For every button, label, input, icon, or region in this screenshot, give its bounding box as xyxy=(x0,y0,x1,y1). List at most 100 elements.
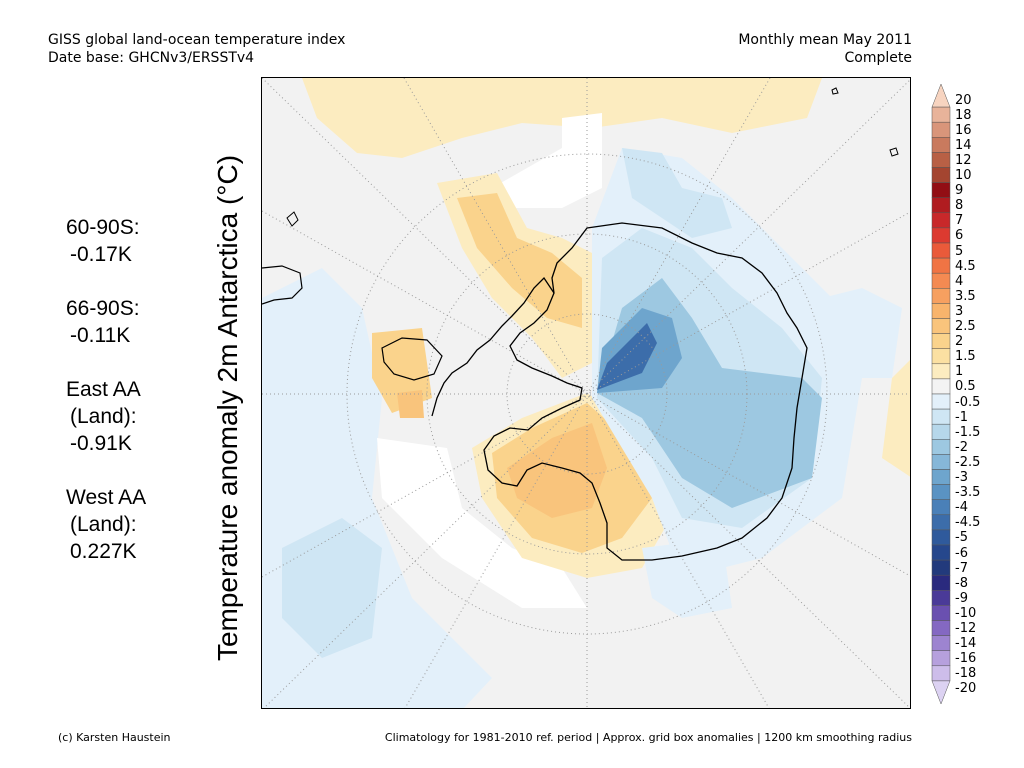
colorbar-swatch xyxy=(931,408,951,425)
anomaly-cool-ne-outer xyxy=(782,288,902,378)
colorbar-label: -14 xyxy=(955,636,977,652)
stat-value: 0.227K xyxy=(70,540,137,563)
y-axis-label: Temperature anomaly 2m Antarctica (°C) xyxy=(212,154,243,662)
polar-map xyxy=(261,77,911,709)
colorbar-label: -18 xyxy=(955,666,977,682)
colorbar-swatch xyxy=(931,544,951,561)
colorbar-swatch xyxy=(931,363,951,380)
colorbar-swatch xyxy=(931,469,951,485)
map-title: GISS global land-ocean temperature index xyxy=(48,32,346,48)
colorbar-label: -12 xyxy=(955,621,977,637)
colorbar-swatch xyxy=(931,182,951,198)
header-right: Monthly mean May 2011 Complete xyxy=(738,31,912,67)
colorbar-label: 2.5 xyxy=(955,319,976,335)
stat-value: -0.91K xyxy=(70,432,132,455)
header-left: GISS global land-ocean temperature index… xyxy=(48,31,345,67)
colorbar-swatch xyxy=(931,242,951,259)
stat-label: East AA xyxy=(66,378,141,401)
colorbar-swatch xyxy=(931,106,951,123)
island-outline xyxy=(831,87,839,95)
colorbar-swatch xyxy=(931,499,951,516)
colorbar-label: -7 xyxy=(955,560,968,576)
colorbar-label: -10 xyxy=(955,605,977,621)
colorbar-swatch xyxy=(931,378,951,395)
map-svg xyxy=(262,78,910,708)
colorbar-label: -16 xyxy=(955,651,977,667)
colorbar-swatch xyxy=(931,333,951,349)
colorbar-label: 0.5 xyxy=(955,379,976,395)
colorbar-swatch xyxy=(931,288,951,304)
anomaly-neutral-north xyxy=(492,113,602,208)
stat-label: 60-90S: xyxy=(66,216,140,239)
colorbar-swatch xyxy=(931,197,951,214)
anomaly-warm-east-edge xyxy=(882,360,910,477)
database-label: Date base: GHCNv3/ERSSTv4 xyxy=(48,50,255,66)
colorbar-swatch xyxy=(931,620,951,636)
stat-66-90s: 66-90S: -0.11K xyxy=(66,295,146,349)
graticule xyxy=(262,78,910,708)
stat-value: -0.11K xyxy=(70,324,131,347)
colorbar-label: -3 xyxy=(955,470,968,486)
colorbar-swatch xyxy=(931,212,951,229)
colorbar-swatch xyxy=(931,529,951,546)
stat-value: -0.17K xyxy=(70,243,132,266)
colorbar-label: 8 xyxy=(955,198,964,214)
antarctic-peninsula xyxy=(431,276,555,417)
island-outline xyxy=(286,211,299,227)
colorbar-label: 12 xyxy=(955,152,972,168)
colorbar-swatch xyxy=(931,303,951,319)
colorbar-label: 3 xyxy=(955,303,964,319)
anomaly-neutral-band xyxy=(377,438,587,608)
colorbar-label: 9 xyxy=(955,183,964,199)
colorbar-swatch xyxy=(931,590,951,606)
footnote-text: Climatology for 1981-2010 ref. period | … xyxy=(384,731,912,744)
stat-label: West AA xyxy=(66,486,147,509)
colorbar-label: 7 xyxy=(955,213,964,229)
colorbar-swatch xyxy=(931,152,951,168)
island-outline xyxy=(381,337,443,381)
stat-east-aa: East AA (Land): -0.91K xyxy=(66,376,146,457)
colorbar-label: 1 xyxy=(955,364,964,380)
stat-west-aa: West AA (Land): 0.227K xyxy=(66,484,146,565)
colorbar-label: 6 xyxy=(955,228,964,244)
colorbar-label: -9 xyxy=(955,590,968,606)
stat-sublabel: (Land): xyxy=(70,513,137,536)
colorbar-swatch xyxy=(931,318,951,334)
anomaly-warm-peninsula-core xyxy=(457,193,582,328)
colorbar-label: -4.5 xyxy=(955,515,981,531)
colorbar-label: -1.5 xyxy=(955,424,981,440)
colorbar-label: 16 xyxy=(955,122,972,138)
colorbar-swatch xyxy=(931,257,951,274)
colorbar-swatch xyxy=(931,137,951,153)
period-label: Monthly mean May 2011 xyxy=(738,32,912,48)
colorbar-swatch xyxy=(931,680,951,704)
colorbar-label: -2 xyxy=(955,439,968,455)
colorbar-swatch xyxy=(931,574,951,591)
colorbar-label: 20 xyxy=(955,92,972,108)
credit-text: (c) Karsten Haustein xyxy=(58,731,171,744)
colorbar-label: 4.5 xyxy=(955,258,976,274)
anomaly-cool-ne xyxy=(622,148,732,238)
stat-label: 66-90S: xyxy=(66,297,140,320)
stat-sublabel: (Land): xyxy=(70,405,137,428)
colorbar-label: 4 xyxy=(955,273,964,289)
colorbar-label: -6 xyxy=(955,545,968,561)
colorbar-label: 10 xyxy=(955,168,972,184)
colorbar-swatch xyxy=(931,439,951,455)
colorbar-swatch xyxy=(931,484,951,500)
colorbar-label: 3.5 xyxy=(955,288,976,304)
colorbar-svg xyxy=(931,84,951,704)
colorbar-label: -3.5 xyxy=(955,485,981,501)
colorbar-label: -8 xyxy=(955,575,968,591)
colorbar-swatch xyxy=(931,665,951,682)
colorbar-swatch xyxy=(931,559,951,576)
anomaly-warm-ross-core xyxy=(507,423,607,518)
colorbar-label: -0.5 xyxy=(955,394,981,410)
colorbar-label: 1.5 xyxy=(955,349,976,365)
island-outline xyxy=(889,147,899,157)
anomaly-cool-west-deep xyxy=(282,518,382,658)
colorbar-swatch xyxy=(931,605,951,621)
colorbar-swatch xyxy=(931,454,951,470)
colorbar-label: -2.5 xyxy=(955,454,981,470)
colorbar-swatch xyxy=(931,84,951,108)
